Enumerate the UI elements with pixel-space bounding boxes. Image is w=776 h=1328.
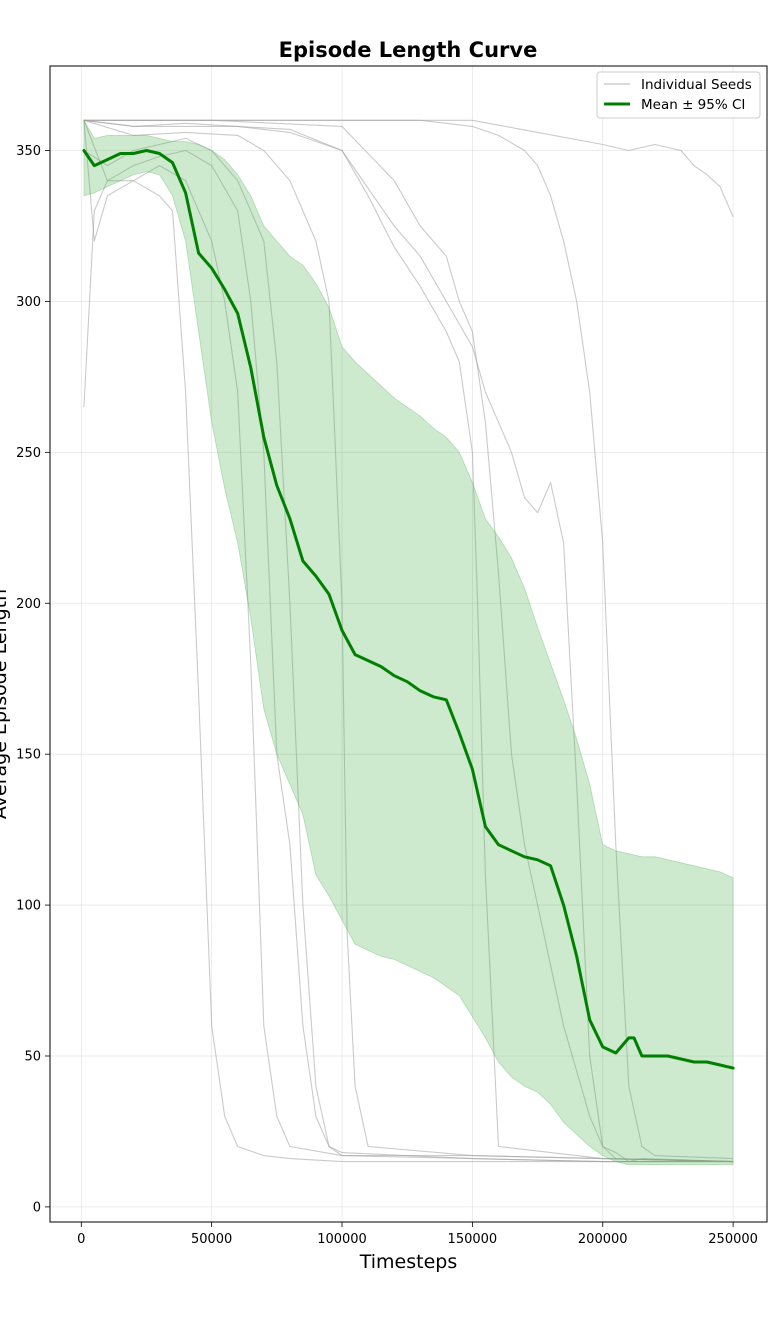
y-tick-label: 0: [33, 1200, 41, 1215]
seed-lines: [83, 119, 734, 1163]
grid: [50, 66, 767, 1222]
seed-line: [83, 137, 734, 1163]
seed-line: [83, 119, 734, 1163]
mean-line: [82, 149, 735, 1070]
seed-line: [83, 119, 734, 1163]
legend-box: [596, 71, 761, 119]
seed-line: [83, 119, 734, 1163]
y-tick-label: 200: [16, 597, 41, 612]
seed-line: [83, 180, 734, 1163]
seed-line: [83, 120, 734, 1163]
legend-mean-label: Mean ± 95% CI: [641, 97, 745, 113]
x-tick-label: 0: [77, 1232, 85, 1247]
x-tick-label: 150000: [448, 1232, 498, 1247]
y-tick-label: 150: [16, 748, 41, 763]
mean-line-path: [82, 149, 735, 1070]
axis-ticks: 0 50000 100000 150000 200000 250000 0 50 100 150 2…: [16, 144, 758, 1247]
y-tick-label: 300: [16, 295, 41, 310]
seed-line: [83, 119, 734, 1163]
x-tick-label: 250000: [708, 1232, 758, 1247]
x-tick-label: 100000: [317, 1232, 367, 1247]
plot-area-frame: [49, 65, 768, 1223]
y-tick-label: 100: [16, 899, 41, 914]
seed-line: [83, 119, 734, 218]
ci-band-area: [83, 118, 734, 1166]
seed-line: [83, 120, 734, 1163]
x-tick-label: 50000: [191, 1232, 232, 1247]
x-axis-label: Timesteps: [359, 1251, 458, 1273]
y-tick-label: 250: [16, 446, 41, 461]
y-tick-label: 350: [16, 144, 41, 159]
ci-band: [83, 118, 734, 1166]
legend-seed-label: Individual Seeds: [641, 77, 752, 93]
y-tick-label: 50: [24, 1049, 41, 1064]
y-axis-label: Average Episode Length: [0, 589, 11, 819]
legend: Individual Seeds Mean ± 95% CI: [596, 71, 761, 119]
chart-title: Episode Length Curve: [279, 38, 538, 62]
x-tick-label: 200000: [578, 1232, 628, 1247]
